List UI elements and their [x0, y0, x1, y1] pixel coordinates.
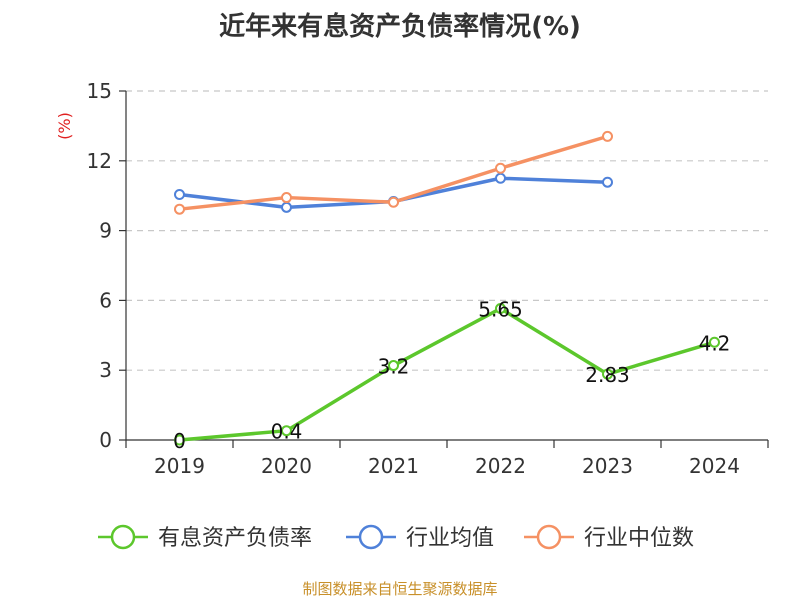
data-label: 3.2: [378, 355, 410, 379]
data-point[interactable]: [602, 130, 613, 142]
data-point[interactable]: [602, 176, 613, 188]
data-point[interactable]: [174, 189, 185, 201]
data-label: 5.65: [478, 298, 523, 322]
gridlines: [126, 90, 768, 371]
data-label: 0: [173, 429, 186, 453]
source-note: 制图数据来自恒生聚源数据库: [302, 580, 498, 598]
y-tick-label: 12: [87, 149, 112, 173]
x-tick-label: 2020: [261, 454, 312, 478]
legend-swatch-marker: [536, 524, 562, 550]
legend-swatch-marker: [358, 524, 384, 550]
x-tick-label: 2024: [689, 454, 740, 478]
data-label: 0.4: [271, 420, 303, 444]
series-line-0: [177, 306, 717, 442]
legend-item-1[interactable]: 行业均值: [346, 524, 494, 551]
data-label: 4.2: [699, 331, 731, 355]
x-tick-label: 2019: [154, 454, 205, 478]
data-point[interactable]: [602, 368, 613, 380]
data-labels: 0 0.4 3.2 5.65 2.83 4.2: [173, 298, 730, 453]
y-tick-label: 3: [99, 358, 112, 382]
x-tick-label: 2023: [582, 454, 633, 478]
data-point[interactable]: [388, 360, 399, 372]
data-point[interactable]: [174, 434, 185, 446]
series-lines: [174, 130, 720, 446]
data-label: 2.83: [585, 363, 630, 387]
legend-label: 行业均值: [406, 526, 494, 551]
data-point[interactable]: [495, 303, 506, 315]
data-point[interactable]: [495, 162, 506, 174]
legend-item-2[interactable]: 行业中位数: [524, 524, 694, 551]
x-tick-label: 2021: [368, 454, 419, 478]
data-point[interactable]: [709, 336, 720, 348]
legend-label: 行业中位数: [584, 526, 694, 551]
legend[interactable]: 有息资产负债率 行业均值 行业中位数: [98, 524, 694, 551]
data-point[interactable]: [281, 201, 292, 213]
y-axis-unit-label: (%): [55, 112, 74, 140]
data-point[interactable]: [174, 203, 185, 215]
y-tick-label: 15: [87, 79, 112, 103]
chart-title: 近年来有息资产负债率情况(%): [219, 12, 581, 42]
y-tick-label: 9: [99, 219, 112, 243]
legend-item-0[interactable]: 有息资产负债率: [98, 524, 312, 551]
data-point[interactable]: [388, 196, 399, 208]
legend-label: 有息资产负债率: [158, 526, 312, 551]
data-point[interactable]: [495, 172, 506, 184]
legend-swatch-marker: [110, 524, 136, 550]
data-point[interactable]: [281, 425, 292, 437]
y-tick-label: 0: [99, 428, 112, 452]
axes: 0 3 6 9 12 15 2019 2020 2021 2022 2023 2024: [87, 79, 769, 478]
y-tick-label: 6: [99, 288, 112, 312]
data-point[interactable]: [281, 192, 292, 204]
x-tick-label: 2022: [475, 454, 526, 478]
